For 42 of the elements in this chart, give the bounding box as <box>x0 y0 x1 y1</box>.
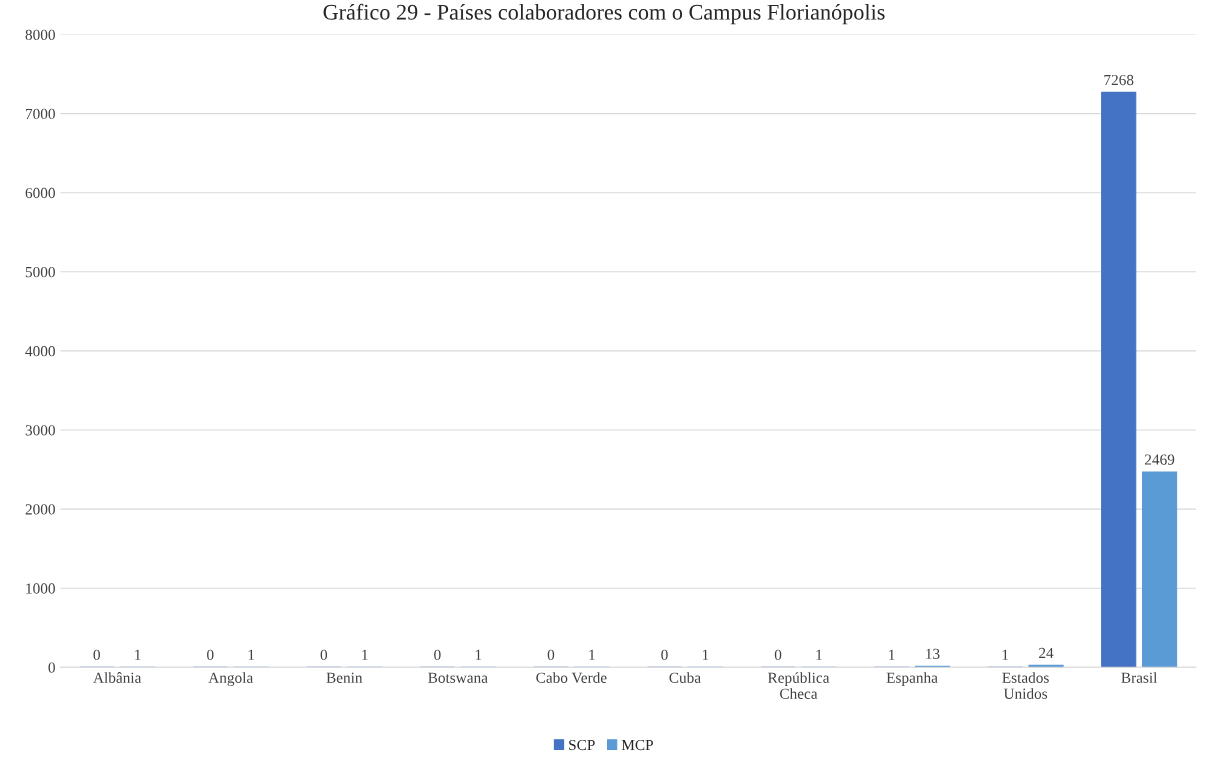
x-tick-label: Botswana <box>428 672 488 683</box>
data-label: 1 <box>702 649 709 660</box>
x-tick-label: Cabo Verde <box>536 672 607 683</box>
y-tick-label: 8000 <box>25 29 55 40</box>
data-label: 2469 <box>1144 454 1175 465</box>
y-tick-label: 2000 <box>25 504 55 515</box>
data-label: 1 <box>135 649 141 660</box>
y-tick-label: 5000 <box>25 266 55 278</box>
y-tick-label: 1000 <box>26 583 55 594</box>
x-tick-label: Estados Unidos <box>1002 672 1049 699</box>
data-label: 24 <box>1039 647 1054 658</box>
x-tick-label: Brasil <box>1121 672 1158 683</box>
data-label: 1 <box>889 649 895 660</box>
data-label: 1 <box>362 649 368 660</box>
data-label: 0 <box>320 649 328 661</box>
y-tick-label: 7000 <box>25 108 55 120</box>
data-label: 0 <box>547 649 555 661</box>
data-label: 1 <box>1002 649 1009 660</box>
data-label: 0 <box>93 649 100 661</box>
y-tick-label: 6000 <box>25 187 55 199</box>
x-tick-label: Cuba <box>669 672 701 683</box>
data-label: 0 <box>207 649 214 661</box>
x-tick-label: Albânia <box>93 672 142 683</box>
data-label: 1 <box>248 649 255 660</box>
x-tick-label: República Checa <box>767 672 830 699</box>
data-label: 13 <box>926 648 940 659</box>
x-tick-label: Espanha <box>886 672 938 687</box>
y-tick-label: 4000 <box>25 346 55 357</box>
data-label: 0 <box>434 649 441 661</box>
y-tick-label: 3000 <box>25 425 55 436</box>
y-tick-label: 0 <box>48 662 55 673</box>
x-tick-label: Angola <box>208 672 254 687</box>
x-tick-label: Benin <box>326 672 363 683</box>
data-label: 1 <box>475 649 482 660</box>
legend-label: SCP <box>569 739 595 751</box>
data-label: 1 <box>816 649 822 660</box>
data-label: 7268 <box>1104 74 1134 86</box>
data-label: 0 <box>774 649 782 661</box>
chart-title: Gráfico 29 - Países colaboradores com o Campus Florianópolis <box>323 3 885 25</box>
data-label: 0 <box>661 649 668 661</box>
data-label: 1 <box>589 649 595 660</box>
legend-label: MCP <box>621 739 653 751</box>
